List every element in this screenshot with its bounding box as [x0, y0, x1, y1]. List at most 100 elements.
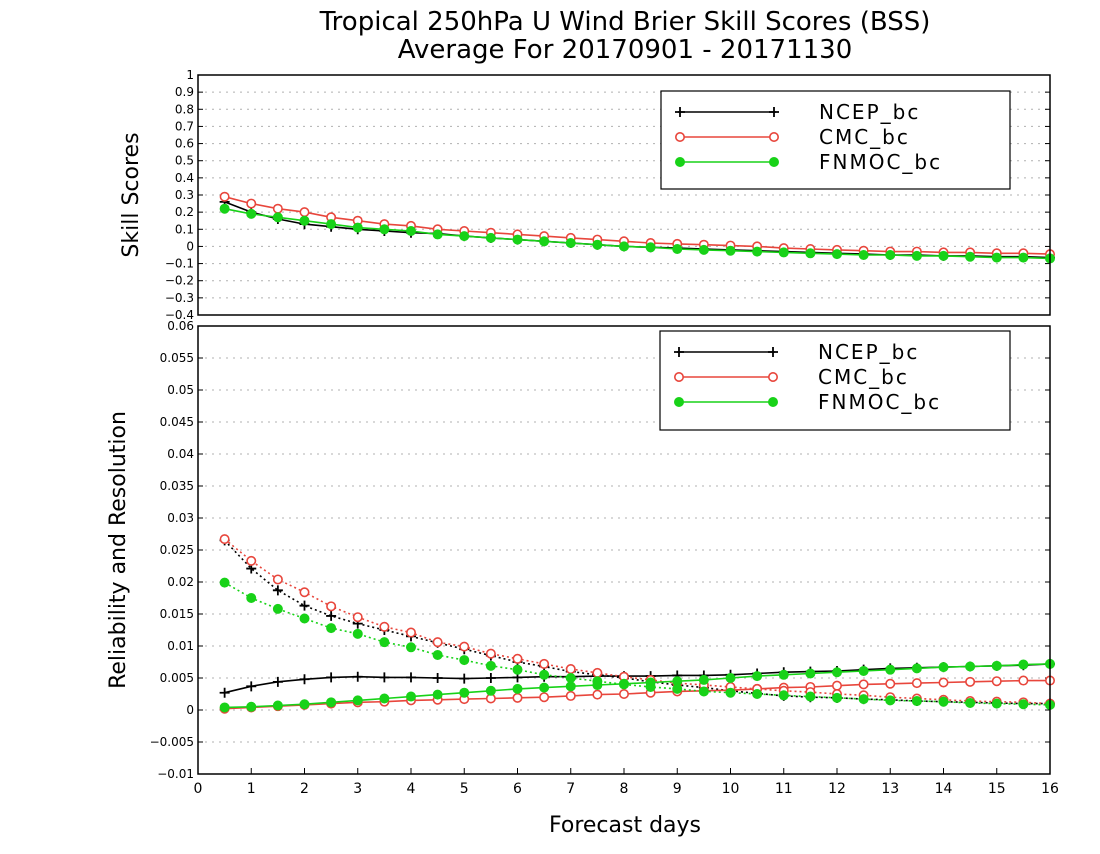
panel-bottom-legend-marker-NCEP_bc [674, 347, 684, 357]
panel-top-point-FNMOC_bc [352, 222, 363, 233]
panel-top-point-CMC_bc [246, 198, 257, 209]
panel-bottom-point-FNMOC_bc-resolution [778, 669, 789, 680]
panel-bottom-point-FNMOC_bc-resolution [858, 665, 869, 676]
panel-top-point-FNMOC_bc [1018, 252, 1029, 263]
panel-bottom-point-CMC_bc-reliability [512, 653, 523, 664]
panel-top: 1 0.9 0.8 0.7 0.6 0.5 0.4 0.3 0.2 0.1 0 −0.1 −0.2 −0.… [165, 68, 1056, 322]
panel-top-frame [197, 74, 1051, 316]
panel-bottom-point-NCEP_bc-resolution [432, 673, 443, 683]
x-tick-label: 9 [673, 781, 682, 797]
panel-top-ytick-label: −0.3 [165, 291, 194, 305]
panel-bottom-point-CMC_bc-resolution [565, 690, 576, 701]
panel-bottom-point-FNMOC_bc-resolution [326, 697, 337, 708]
panel-bottom-series-line-CMC_bc-resolution [224, 679, 1050, 710]
panel-top-ytick-label: −0.4 [165, 308, 194, 322]
panel-bottom-ytick-label: −0.01 [157, 767, 194, 781]
panel-bottom-point-FNMOC_bc-reliability [299, 613, 310, 624]
panel-bottom-point-FNMOC_bc-reliability [832, 692, 842, 703]
panel-top-legend-marker-NCEP_bc [769, 107, 779, 117]
panel-bottom-point-FNMOC_bc-reliability [991, 698, 1002, 709]
panel-bottom-point-FNMOC_bc-reliability [512, 664, 523, 675]
x-axis-label: Forecast days [549, 813, 701, 838]
panel-top-point-FNMOC_bc [885, 250, 896, 260]
panel-bottom-ytick-label: 0.06 [167, 319, 194, 333]
panel-bottom-legend-label-FNMOC_bc: FNMOC_bc [818, 390, 941, 414]
panel-bottom-point-FNMOC_bc-reliability [725, 687, 736, 698]
chart-title-line2: Average For 20170901 - 20171130 [398, 35, 853, 65]
panel-bottom-point-NCEP_bc-resolution [352, 671, 363, 682]
panel-bottom-point-NCEP_bc-resolution [406, 672, 416, 683]
panel-bottom-ytick-label: 0 [186, 703, 194, 717]
panel-bottom-point-FNMOC_bc-resolution [991, 660, 1002, 671]
x-tick-label: 4 [407, 781, 416, 797]
panel-top-legend-marker-FNMOC_bc [675, 157, 685, 167]
panel-bottom-point-CMC_bc-resolution [885, 678, 896, 689]
panel-bottom-ytick-label: 0.04 [167, 447, 194, 461]
panel-top-point-FNMOC_bc [432, 229, 443, 240]
panel-bottom-ytick-label: 0.025 [160, 543, 194, 557]
panel-bottom-point-CMC_bc-resolution [911, 678, 922, 689]
panel-top-legend-box [660, 90, 1011, 190]
panel-bottom-point-FNMOC_bc-reliability [352, 628, 363, 639]
panel-bottom-point-CMC_bc-reliability [379, 621, 390, 632]
top-y-axis-label: Skill Scores [119, 132, 144, 257]
panel-bottom-point-CMC_bc-resolution [1018, 675, 1029, 686]
panel-bottom-point-NCEP_bc-reliability [272, 585, 283, 596]
panel-bottom-point-FNMOC_bc-reliability [911, 696, 922, 707]
panel-bottom-point-FNMOC_bc-reliability [459, 655, 470, 666]
panel-bottom-point-CMC_bc-reliability [459, 641, 470, 652]
panel-bottom-ytick-label: −0.005 [150, 735, 194, 749]
panel-bottom-point-FNMOC_bc-resolution [406, 691, 416, 702]
panel-top-ytick-label: 0.1 [175, 222, 194, 236]
panel-bottom-point-FNMOC_bc-reliability [885, 695, 896, 706]
x-tick-label: 6 [513, 781, 522, 797]
panel-bottom-point-FNMOC_bc-reliability [272, 603, 283, 614]
panel-bottom-legend-label-NCEP_bc: NCEP_bc [818, 340, 919, 364]
panel-bottom-point-FNMOC_bc-reliability [858, 694, 869, 705]
panel-bottom-legend-box [659, 330, 1011, 431]
panel-top-point-FNMOC_bc [725, 245, 736, 256]
panel-top-point-FNMOC_bc [459, 231, 470, 242]
panel-top-legend-marker-CMC_bc [674, 132, 685, 143]
panel-top-legend-label-FNMOC_bc: FNMOC_bc [819, 150, 942, 174]
panel-bottom-point-FNMOC_bc-resolution [885, 664, 896, 675]
panel-top-legend-marker-FNMOC_bc [769, 157, 779, 167]
panel-bottom-point-FNMOC_bc-resolution [432, 689, 443, 700]
panel-bottom-point-CMC_bc-reliability [592, 667, 603, 678]
panel-bottom-series-line-NCEP_bc-reliability [224, 539, 1050, 705]
panel-bottom-point-FNMOC_bc-resolution [512, 683, 523, 694]
panel-top-point-FNMOC_bc [272, 212, 283, 223]
panel-bottom-point-FNMOC_bc-resolution [539, 682, 550, 693]
panel-top-ytick-label: 0.7 [175, 119, 194, 133]
panel-bottom-ytick-label: 0.02 [167, 575, 194, 589]
panel-bottom-point-FNMOC_bc-resolution [246, 701, 257, 712]
panel-top-legend-marker-NCEP_bc [675, 107, 685, 117]
panel-bottom-point-FNMOC_bc-reliability [432, 649, 443, 660]
panel-bottom-point-CMC_bc-resolution [512, 692, 523, 703]
panel-top-point-FNMOC_bc [938, 250, 949, 261]
x-tick-label: 16 [1041, 781, 1059, 797]
panel-top-point-FNMOC_bc [965, 251, 976, 262]
chart-title-line1: Tropical 250hPa U Wind Brier Skill Score… [319, 7, 931, 37]
panel-bottom-point-NCEP_bc-resolution [299, 674, 310, 685]
panel-top-point-FNMOC_bc [752, 246, 763, 257]
panel-top-point-CMC_bc [299, 207, 310, 218]
panel-bottom-point-FNMOC_bc-reliability [219, 577, 230, 588]
panel-bottom-point-FNMOC_bc-resolution [352, 695, 363, 706]
panel-bottom-point-NCEP_bc-resolution [326, 672, 337, 683]
panel-bottom: 0.060.0550.050.0450.040.0350.030.0250.02… [150, 319, 1059, 797]
panel-top-point-FNMOC_bc [832, 249, 842, 260]
panel-bottom-point-CMC_bc-resolution [539, 692, 550, 703]
panel-bottom-point-CMC_bc-resolution [938, 677, 949, 688]
x-tick-label: 1 [247, 781, 256, 797]
x-tick-label: 2 [300, 781, 309, 797]
panel-top-ytick-label: 0.5 [175, 154, 194, 168]
panel-bottom-legend-marker-NCEP_bc [768, 347, 778, 357]
panel-top-point-FNMOC_bc [672, 244, 683, 254]
panel-bottom-point-NCEP_bc-resolution [272, 676, 283, 687]
panel-bottom-point-FNMOC_bc-resolution [938, 662, 949, 673]
panel-bottom-legend-marker-CMC_bc [673, 371, 684, 382]
